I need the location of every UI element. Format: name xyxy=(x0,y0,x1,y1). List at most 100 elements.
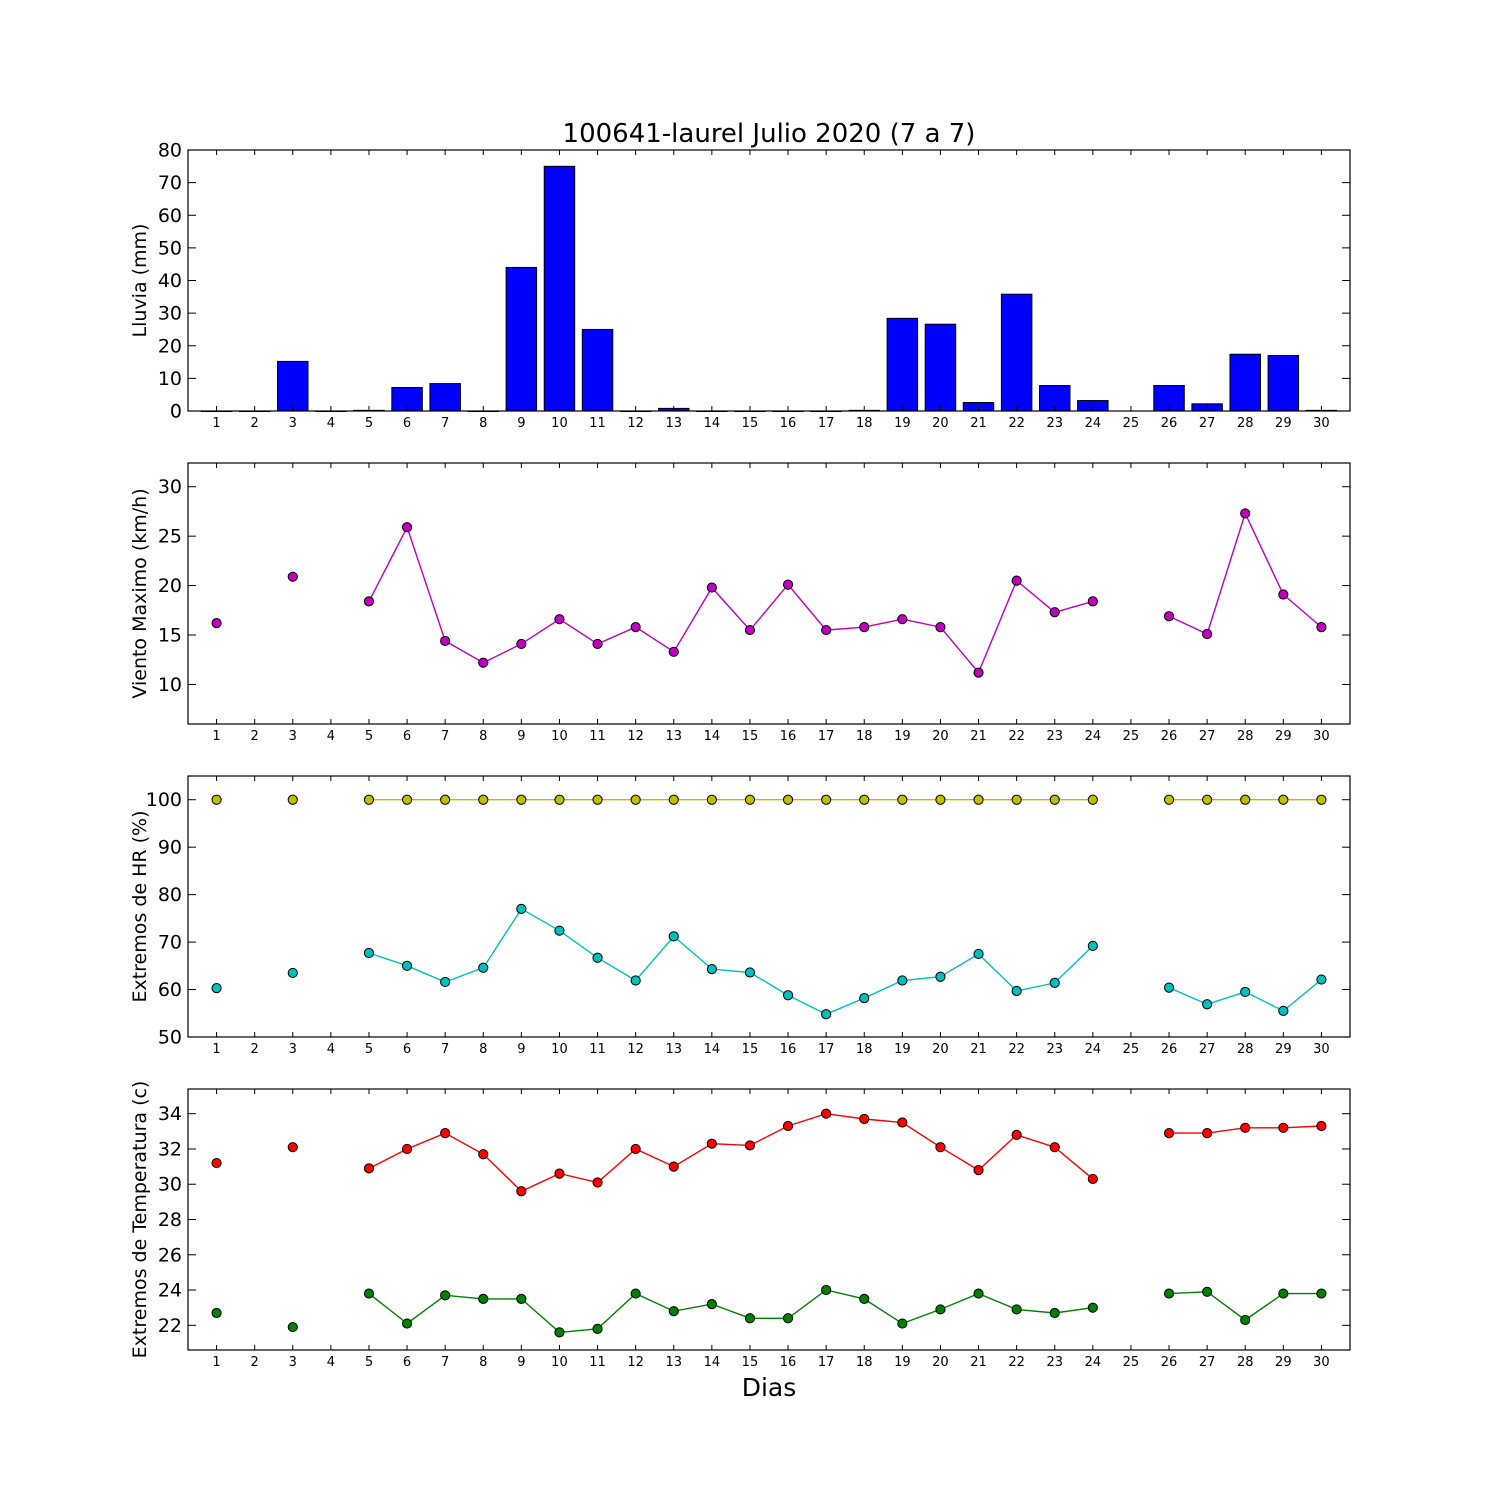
chart-title: 100641-laurel Julio 2020 (7 a 7) xyxy=(563,119,976,149)
temperature-series-0-point xyxy=(287,1142,298,1153)
humidity-series-1-point xyxy=(1202,999,1213,1010)
wind-x-tick-label: 12 xyxy=(627,729,644,744)
temperature-series-1-point xyxy=(401,1318,413,1329)
humidity-series-1-point xyxy=(859,992,870,1004)
temperature-series-1-point xyxy=(287,1321,298,1333)
temperature-series-0-point xyxy=(706,1138,717,1149)
humidity-x-tick-label: 22 xyxy=(1008,1042,1025,1057)
temperature-series-1-point xyxy=(592,1323,603,1334)
temperature-x-tick-label: 5 xyxy=(365,1355,373,1370)
wind-series-0-point xyxy=(1278,589,1289,600)
humidity-series-1-point xyxy=(1278,1005,1289,1017)
temperature-plot-frame xyxy=(187,1088,1351,1351)
humidity-series-1-point xyxy=(1163,982,1175,993)
wind-series-0-point xyxy=(821,624,832,636)
wind-series-0-point xyxy=(1011,575,1022,586)
rain-x-tick-label: 29 xyxy=(1275,416,1292,431)
temperature-series-0-point xyxy=(211,1157,222,1169)
humidity-series-1-point xyxy=(401,960,413,971)
humidity-series-0-point xyxy=(821,794,832,805)
rain-x-tick-label: 5 xyxy=(365,416,373,431)
humidity-series-0-point xyxy=(516,794,527,805)
humidity-x-tick-label: 6 xyxy=(403,1042,411,1057)
wind-y-tick-label: 20 xyxy=(158,575,182,597)
temperature-series-1-point xyxy=(440,1290,451,1301)
temperature-series-1-point xyxy=(630,1288,641,1299)
temperature-series-0-point xyxy=(592,1177,603,1188)
temperature-series-0-point xyxy=(554,1168,565,1179)
humidity-x-tick-label: 30 xyxy=(1313,1042,1330,1057)
humidity-series-0-point xyxy=(478,794,489,805)
temperature-series-1-point xyxy=(211,1307,222,1319)
humidity-x-tick-label: 8 xyxy=(479,1042,487,1057)
temperature-series-1-point xyxy=(516,1293,527,1304)
humidity-series-0-point xyxy=(973,794,984,805)
humidity-x-tick-label: 25 xyxy=(1123,1042,1140,1057)
rain-bar xyxy=(543,165,576,412)
temperature-x-tick-label: 21 xyxy=(970,1355,987,1370)
humidity-series-0-point xyxy=(1087,794,1098,805)
rain-y-tick-label: 40 xyxy=(158,270,182,292)
wind-x-tick-label: 1 xyxy=(212,729,220,744)
wind-series-0-point xyxy=(1163,611,1175,622)
temperature-series-1-point xyxy=(363,1288,375,1299)
wind-x-tick-label: 27 xyxy=(1199,729,1216,744)
temperature-series-1-point xyxy=(1202,1286,1213,1297)
rain-x-tick-label: 6 xyxy=(403,416,411,431)
wind-x-tick-label: 26 xyxy=(1161,729,1178,744)
humidity-series-0-point xyxy=(935,794,946,805)
humidity-series-0-point xyxy=(1011,794,1022,805)
humidity-x-tick-label: 28 xyxy=(1237,1042,1254,1057)
wind-x-tick-label: 29 xyxy=(1275,729,1292,744)
humidity-series-1-point xyxy=(897,975,908,986)
humidity-series-0-point xyxy=(287,794,298,805)
wind-series-0-line xyxy=(368,525,1093,674)
temperature-series-0-point xyxy=(1202,1127,1213,1139)
humidity-x-tick-label: 1 xyxy=(212,1042,220,1057)
temperature-series-1-point xyxy=(821,1284,832,1296)
humidity-series-0-point xyxy=(897,794,908,805)
wind-x-tick-label: 4 xyxy=(327,729,335,744)
wind-series-0-point xyxy=(782,579,794,590)
wind-x-tick-label: 6 xyxy=(403,729,411,744)
wind-series-0-point xyxy=(211,618,222,629)
temperature-series-0-point xyxy=(782,1120,794,1132)
temperature-series-1-line xyxy=(368,1289,1093,1334)
temperature-x-tick-label: 14 xyxy=(704,1355,721,1370)
humidity-series-1-point xyxy=(478,962,489,973)
humidity-series-0-point xyxy=(1202,794,1213,805)
rain-y-tick-label: 50 xyxy=(158,237,182,259)
humidity-series-0-point xyxy=(363,794,375,805)
humidity-y-tick-label: 70 xyxy=(158,932,182,954)
humidity-y-tick-label: 90 xyxy=(158,837,182,859)
humidity-series-1-point xyxy=(1316,974,1327,985)
temperature-x-tick-label: 10 xyxy=(551,1355,568,1370)
rain-panel: 1 2 3 4 5 6 7 8 9 10 11 12 13 14 15 16 17 18 19 20 21 22 23 24 2… xyxy=(129,140,1351,431)
wind-x-tick-label: 18 xyxy=(856,729,873,744)
humidity-x-tick-label: 21 xyxy=(970,1042,987,1057)
temperature-x-tick-label: 1 xyxy=(212,1355,220,1370)
humidity-y-tick-label: 80 xyxy=(158,884,182,906)
humidity-series-0-point xyxy=(706,794,717,805)
rain-x-tick-label: 19 xyxy=(894,416,911,431)
wind-x-tick-label: 16 xyxy=(780,729,797,744)
temperature-x-tick-label: 20 xyxy=(932,1355,949,1370)
wind-y-tick-label: 15 xyxy=(158,625,182,647)
rain-bar xyxy=(1267,355,1300,412)
humidity-series-0-point xyxy=(1240,794,1251,805)
humidity-series-1-point xyxy=(554,925,565,936)
humidity-series-0-point xyxy=(782,794,794,805)
wind-x-tick-label: 7 xyxy=(441,729,449,744)
temperature-series-1-point xyxy=(1087,1302,1098,1313)
temperature-series-0-point xyxy=(1011,1129,1022,1140)
wind-x-tick-label: 28 xyxy=(1237,729,1254,744)
wind-series-0-point xyxy=(668,646,679,657)
temperature-series-0-point xyxy=(1087,1173,1098,1185)
temperature-series-0-point xyxy=(859,1113,870,1125)
temperature-series-1-point xyxy=(1316,1288,1327,1299)
humidity-series-0-point xyxy=(1049,794,1060,805)
rain-x-tick-label: 2 xyxy=(251,416,259,431)
wind-x-tick-label: 14 xyxy=(704,729,721,744)
rain-bar xyxy=(581,328,614,412)
rain-bar xyxy=(277,360,309,412)
